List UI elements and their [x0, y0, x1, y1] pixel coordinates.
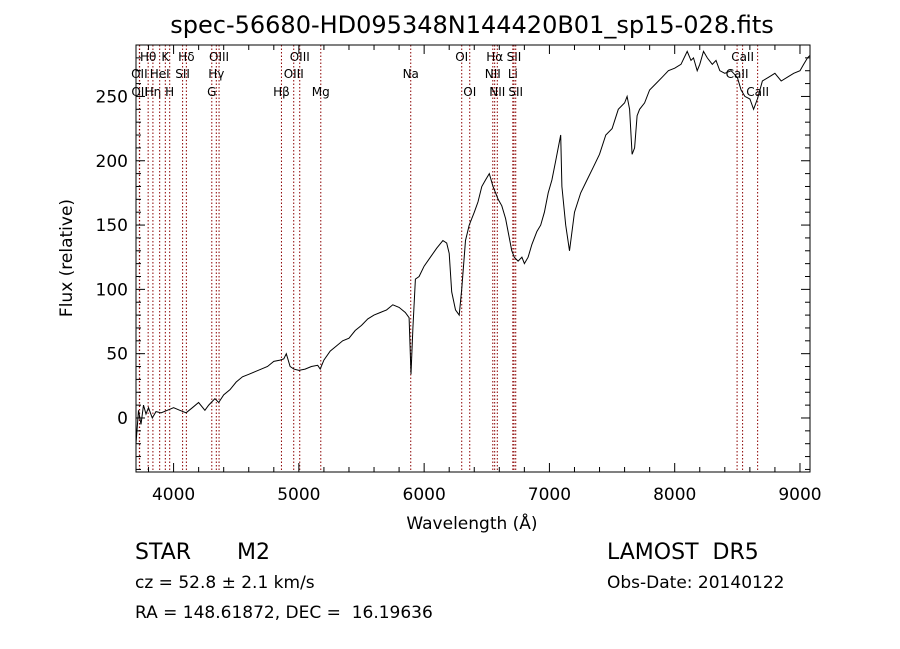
line-label: Na: [403, 67, 419, 81]
object-class: STAR: [135, 540, 192, 565]
line-label: Hβ: [273, 85, 290, 99]
x-tick-label: 4000: [152, 485, 195, 505]
y-axis: 0 50 100 150 200 250: [96, 44, 810, 470]
chart-title: spec-56680-HD095348N144420B01_sp15-028.f…: [170, 11, 774, 39]
redshift-velocity: cz = 52.8 ± 2.1 km/s: [135, 573, 315, 593]
line-label: Hα: [486, 50, 503, 64]
object-subclass: M2: [237, 540, 270, 565]
plot-frame: [135, 44, 811, 473]
line-label: Hγ: [208, 67, 224, 81]
line-label: CaII: [726, 67, 749, 81]
y-tick-label: 100: [96, 280, 128, 300]
line-label: SII: [508, 85, 523, 99]
y-tick-label: 50: [106, 345, 128, 365]
y-tick-label: 250: [96, 87, 128, 107]
x-tick-label: 9000: [778, 485, 821, 505]
line-label: OIII: [284, 67, 304, 81]
line-label: NII: [489, 85, 505, 99]
line-label: Mg: [312, 85, 330, 99]
line-label: CaII: [731, 50, 754, 64]
line-label: H: [165, 85, 174, 99]
y-tick-label: 0: [117, 409, 128, 429]
y-tick-label: 200: [96, 152, 128, 172]
line-label: Hθ: [140, 50, 156, 64]
x-tick-label: 5000: [277, 485, 320, 505]
observation-date: Obs-Date: 20140122: [607, 573, 785, 593]
line-label: HeI: [150, 67, 170, 81]
line-label: CaII: [746, 85, 769, 99]
y-tick-label: 150: [96, 216, 128, 236]
x-tick-label: 6000: [403, 485, 446, 505]
x-axis: 4000 5000 6000 7000 8000 9000: [148, 45, 822, 505]
line-label: OI: [463, 85, 476, 99]
line-label: OIII: [209, 50, 229, 64]
line-label: OI: [455, 50, 468, 64]
line-label: SII: [175, 67, 190, 81]
spectrum-line: [135, 50, 811, 444]
line-label: OIII: [290, 50, 310, 64]
line-label: Hη: [145, 85, 162, 99]
y-axis-label: Flux (relative): [57, 199, 77, 317]
survey-release: LAMOST DR5: [607, 540, 759, 565]
line-label: NII: [485, 67, 501, 81]
coordinates: RA = 148.61872, DEC = 16.19636: [135, 603, 433, 623]
line-label: Hδ: [178, 50, 194, 64]
line-label: G: [207, 85, 216, 99]
x-tick-label: 7000: [528, 485, 571, 505]
x-axis-label: Wavelength (Å): [406, 512, 537, 534]
line-label: SII: [507, 50, 522, 64]
line-label: K: [161, 50, 170, 64]
line-label: Li: [508, 67, 518, 81]
x-tick-label: 8000: [653, 485, 696, 505]
